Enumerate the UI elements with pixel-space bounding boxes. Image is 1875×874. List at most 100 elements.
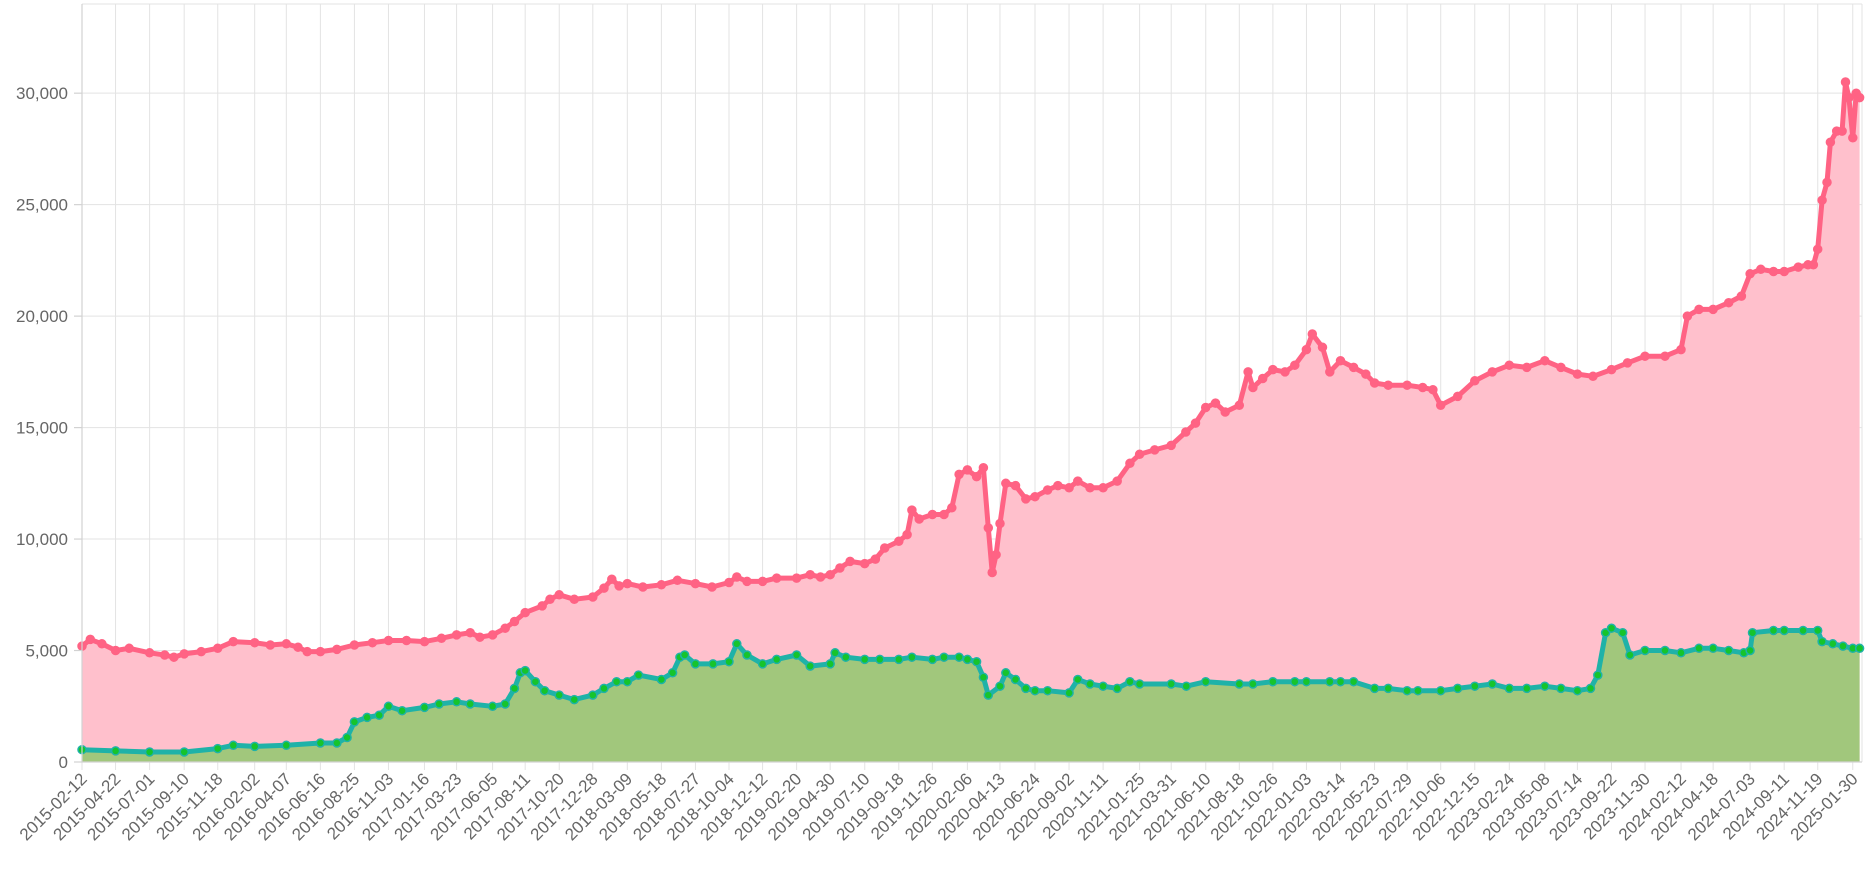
series-1-point [825, 569, 835, 580]
series-2-point [383, 701, 394, 712]
series-1-point [724, 577, 734, 588]
series-1-point [500, 623, 510, 633]
series-1-point [249, 637, 260, 648]
y-tick-label: 20,000 [16, 307, 68, 326]
series-1-point [1348, 362, 1359, 373]
series-2-point [622, 676, 633, 687]
series-2-point [875, 654, 885, 665]
series-2-point [971, 656, 982, 667]
series-1-point [978, 462, 989, 473]
series-1-point [614, 581, 624, 591]
series-2-point [500, 699, 510, 709]
series-1-point [1808, 260, 1819, 270]
series-1-point [1837, 126, 1847, 136]
series-1-point [1428, 384, 1438, 395]
series-2-point [1745, 645, 1755, 656]
series-1-point [1682, 311, 1693, 321]
y-tick-label: 25,000 [16, 196, 68, 215]
series-1-point [1825, 137, 1836, 147]
series-1-point [894, 536, 904, 547]
series-1-point [1112, 476, 1122, 486]
series-2-point [1540, 681, 1550, 691]
series-2-point [1585, 683, 1596, 694]
series-1-point [1268, 364, 1278, 375]
series-2-point [599, 683, 609, 694]
series-1-point [742, 576, 752, 587]
series-1-point [1622, 358, 1633, 368]
series-1-point [622, 578, 633, 589]
series-1-point [914, 514, 924, 524]
series-2-point [978, 672, 989, 683]
series-2-point [1812, 625, 1823, 636]
series-1-point [1708, 304, 1718, 315]
series-2-point [983, 690, 994, 700]
series-2-point [1181, 681, 1192, 691]
series-2-point [1098, 681, 1108, 691]
series-1-point [1812, 244, 1823, 254]
series-2-point [1248, 679, 1258, 689]
series-2-point [1348, 676, 1359, 687]
series-2-point [569, 694, 580, 705]
series-1-point [1134, 449, 1145, 460]
series-1-point [1010, 480, 1021, 491]
series-2-point [1768, 625, 1779, 636]
series-2-point [1676, 648, 1686, 658]
series-1-point [1248, 382, 1258, 393]
series-2-point [679, 650, 690, 660]
series-2-point [179, 747, 189, 757]
series-1-point [1522, 362, 1532, 373]
series-2-point [656, 674, 667, 685]
series-2-point [1798, 625, 1808, 636]
series-1-point [1290, 360, 1300, 370]
series-1-point [791, 573, 802, 583]
series-1-point [1556, 362, 1566, 373]
series-2-point [1030, 685, 1040, 696]
series-2-point [1854, 643, 1865, 654]
series-1-point [1369, 378, 1380, 388]
series-2-point [1487, 679, 1498, 689]
series-2-point [939, 652, 949, 662]
series-1-point [520, 607, 530, 618]
series-1-point [545, 594, 555, 605]
series-points [77, 77, 1865, 757]
series-1-point [954, 469, 964, 480]
series-1-point [169, 652, 179, 662]
series-1-point [97, 639, 107, 649]
series-1-point [638, 582, 648, 592]
series-1-point [1030, 491, 1040, 502]
y-tick-label: 30,000 [16, 84, 68, 103]
series-1-point [383, 635, 394, 646]
series-1-point [487, 630, 498, 640]
series-1-point [707, 582, 717, 592]
series-1-point [1452, 391, 1463, 402]
series-1-point [1779, 266, 1789, 277]
series-1-point [85, 634, 96, 645]
series-2-point [1369, 683, 1380, 694]
series-1-point [293, 642, 303, 652]
series-1-point [1257, 373, 1268, 384]
y-tick-label: 0 [59, 753, 68, 772]
series-1-point [1470, 376, 1480, 386]
series-1-point [607, 574, 617, 584]
series-1-point [1042, 485, 1053, 495]
series-1-point [995, 518, 1005, 529]
series-1-point [1844, 92, 1854, 103]
series-1-point [1402, 380, 1412, 390]
series-1-point [1125, 458, 1135, 469]
series-2-point [732, 639, 742, 649]
series-1-point [451, 630, 462, 640]
series-2-point [487, 701, 498, 712]
series-1-point [656, 580, 667, 590]
y-tick-label: 15,000 [16, 419, 68, 438]
series-2-point [791, 650, 802, 660]
series-2-point [1064, 688, 1074, 698]
series-1-point [1073, 476, 1083, 486]
series-1-point [732, 572, 742, 582]
series-2-point [1200, 676, 1211, 687]
series-1-area [82, 82, 1860, 762]
series-1-point [1606, 364, 1617, 375]
series-2-point [588, 690, 598, 700]
series-2-point [1435, 685, 1446, 696]
series-2-point [927, 654, 938, 665]
series-1-point [588, 592, 598, 602]
